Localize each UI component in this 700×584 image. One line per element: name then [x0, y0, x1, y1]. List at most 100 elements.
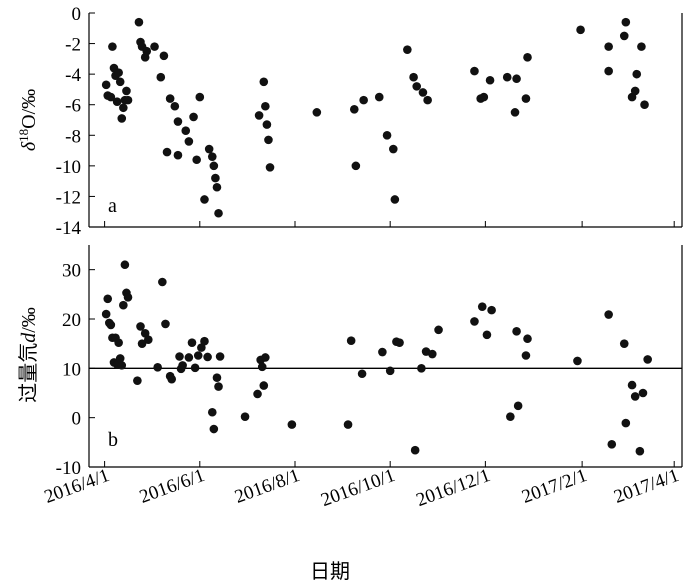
- x-axis: 2016/4/1 2016/6/1 2016/8/1 2016/10/1 2016/12…: [42, 465, 682, 511]
- data-point: [523, 53, 532, 62]
- data-point: [264, 135, 273, 145]
- data-point: [487, 305, 496, 315]
- data-point: [137, 339, 147, 348]
- data-point: [378, 347, 387, 357]
- data-point: [120, 260, 130, 270]
- y-tick-label: -8: [65, 126, 81, 147]
- data-point: [123, 292, 133, 302]
- data-point: [349, 105, 359, 114]
- y-tick-label: 30: [62, 261, 81, 282]
- y-tick-label: -14: [56, 218, 82, 239]
- data-point: [192, 155, 201, 165]
- data-point: [108, 42, 117, 51]
- data-point: [403, 45, 412, 54]
- data-point: [604, 66, 613, 76]
- data-point: [103, 294, 113, 304]
- y-tick-label: -12: [56, 187, 81, 208]
- data-point: [470, 317, 479, 326]
- data-point: [101, 80, 111, 90]
- data-point: [621, 17, 631, 27]
- data-point: [106, 92, 116, 102]
- data-point: [134, 17, 144, 27]
- y-tick-label: -10: [56, 157, 81, 178]
- data-point: [259, 381, 269, 390]
- data-point: [162, 147, 172, 157]
- data-point: [604, 42, 613, 51]
- data-point: [142, 46, 152, 56]
- data-point: [576, 25, 585, 35]
- data-point: [259, 77, 269, 87]
- x-tick-label: 2017/2/1: [519, 465, 590, 508]
- data-point: [418, 88, 428, 97]
- data-point: [115, 354, 125, 363]
- data-point: [184, 137, 194, 146]
- data-point: [119, 103, 128, 113]
- data-point: [112, 97, 122, 106]
- y-tick-label: 0: [72, 409, 82, 430]
- data-point: [193, 351, 203, 360]
- data-point: [385, 366, 395, 376]
- data-point: [117, 361, 127, 370]
- data-point: [214, 208, 223, 218]
- y-axis-title-prefix: 过量氘: [17, 343, 40, 403]
- data-point: [184, 353, 194, 362]
- data-point: [523, 334, 532, 344]
- data-point: [178, 361, 187, 370]
- data-point: [343, 420, 353, 429]
- x-tick-label: 2016/12/1: [413, 465, 493, 511]
- data-point: [619, 31, 629, 41]
- data-point: [122, 86, 131, 96]
- data-point: [114, 68, 123, 77]
- data-point: [158, 277, 167, 287]
- data-point: [632, 69, 642, 79]
- data-point: [479, 92, 489, 102]
- data-point: [359, 95, 368, 105]
- data-point: [287, 420, 297, 429]
- data-point: [173, 150, 183, 160]
- y-tick-label: 10: [62, 359, 81, 380]
- data-point: [607, 440, 617, 449]
- y-axis-title-rest: /‰: [18, 307, 40, 333]
- panel-label: a: [108, 195, 117, 217]
- data-point: [175, 352, 184, 361]
- x-tick-label: 2016/6/1: [137, 465, 208, 508]
- data-point: [165, 94, 175, 103]
- data-point: [156, 72, 166, 82]
- data-point: [167, 374, 177, 384]
- data-point: [190, 363, 200, 373]
- data-point: [101, 309, 111, 319]
- data-point: [181, 126, 191, 135]
- data-point: [212, 182, 222, 192]
- data-point: [173, 117, 183, 126]
- data-point: [312, 108, 322, 117]
- panel-a: 0 -2 -4 -6 -8 -10 -12 -14 a δ18O/‰: [16, 4, 683, 239]
- data-point: [470, 66, 479, 76]
- data-point: [136, 322, 145, 331]
- data-point: [412, 82, 422, 91]
- data-point: [123, 95, 133, 105]
- y-axis-title-symbol: δ: [18, 141, 40, 151]
- data-point: [390, 195, 400, 204]
- x-tick-label: 2016/8/1: [232, 465, 303, 508]
- data-point: [512, 74, 521, 84]
- data-point: [506, 412, 515, 421]
- y-tick-label: 0: [72, 4, 82, 25]
- data-point: [637, 42, 646, 51]
- data-point: [346, 336, 356, 346]
- y-axis-title-b: 过量氘d/‰: [17, 307, 40, 403]
- data-point: [389, 144, 398, 154]
- y-axis-title-rest: O/‰: [18, 89, 40, 129]
- data-point: [510, 108, 520, 117]
- data-point: [144, 335, 153, 345]
- data-point: [423, 95, 432, 105]
- data-point: [106, 320, 116, 330]
- data-point: [262, 120, 272, 129]
- data-point: [409, 72, 418, 82]
- data-point: [197, 343, 206, 352]
- data-point: [417, 364, 426, 373]
- data-point: [521, 351, 531, 360]
- data-point: [204, 144, 214, 154]
- data-point: [133, 376, 142, 385]
- data-point: [382, 130, 392, 140]
- data-point: [209, 424, 219, 434]
